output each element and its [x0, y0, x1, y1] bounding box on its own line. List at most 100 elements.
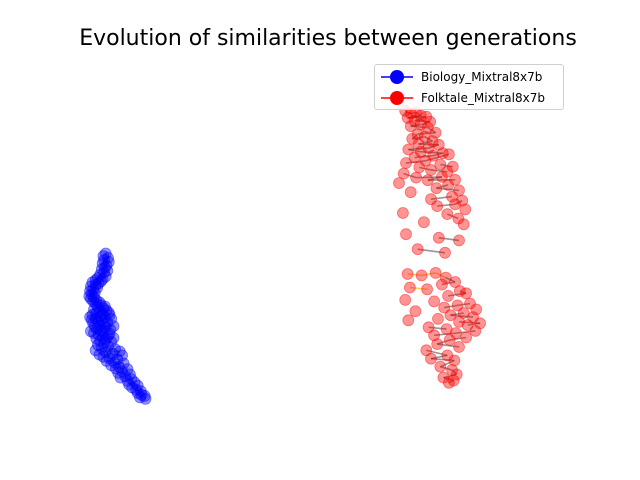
edge	[124, 373, 131, 377]
biology-point	[139, 392, 152, 405]
legend-dot-biology	[390, 70, 404, 84]
edge	[449, 336, 467, 341]
biology-point	[119, 370, 132, 383]
edge	[95, 349, 120, 353]
edge	[88, 293, 93, 297]
edge	[451, 369, 458, 375]
edge	[436, 187, 460, 192]
edge	[97, 319, 103, 323]
biology-point	[97, 250, 110, 263]
edge	[103, 270, 108, 274]
edge	[103, 356, 110, 360]
biology-point	[102, 306, 115, 319]
folktale-point	[448, 354, 461, 367]
folktale-point	[442, 178, 455, 191]
folktale-point	[442, 148, 455, 161]
biology-point	[96, 273, 109, 286]
edge	[127, 378, 132, 382]
edge	[454, 199, 463, 205]
folktale-point	[460, 287, 473, 300]
biology-point	[100, 304, 113, 317]
folktale-point	[422, 142, 435, 155]
biology-point	[104, 323, 117, 336]
edge	[91, 318, 112, 321]
biology-point	[96, 257, 109, 270]
edge	[97, 327, 111, 331]
biology-point	[130, 383, 143, 396]
edge	[96, 312, 103, 315]
edge	[443, 373, 457, 379]
edge	[115, 367, 128, 371]
biology-point	[102, 255, 115, 268]
folktale-point	[402, 143, 415, 156]
edge	[450, 314, 474, 318]
folktale-point	[425, 164, 437, 176]
biology-point	[100, 259, 113, 272]
edge	[100, 339, 112, 343]
folktale-point	[438, 301, 451, 314]
edge	[97, 320, 108, 324]
folktale-point	[400, 157, 412, 169]
edge	[425, 153, 450, 162]
edge	[90, 284, 96, 288]
biology-point	[89, 278, 102, 291]
folktale-point	[453, 234, 465, 247]
folktale-point	[414, 109, 427, 122]
folktale-point	[401, 268, 414, 280]
biology-point	[86, 276, 99, 289]
edge	[412, 135, 425, 140]
folktale-point	[404, 186, 417, 199]
edge	[435, 272, 447, 279]
biology-point	[134, 385, 147, 398]
biology-point	[106, 347, 119, 360]
edge	[102, 252, 107, 257]
edge	[437, 343, 460, 348]
folktale-point	[397, 167, 410, 180]
folktale-point	[449, 173, 462, 186]
edge	[436, 339, 450, 345]
edge	[128, 381, 135, 386]
biology-point	[98, 337, 110, 350]
edge	[131, 386, 137, 391]
biology-point	[105, 359, 118, 372]
folktale-point	[439, 246, 451, 259]
edge	[101, 345, 109, 349]
edge	[421, 272, 436, 277]
folktale-point	[470, 303, 483, 316]
folktale-point	[434, 360, 447, 373]
edge	[99, 273, 106, 278]
biology-point	[89, 344, 102, 357]
folktale-point	[406, 132, 419, 145]
biology-point	[84, 311, 96, 324]
edge	[95, 348, 116, 352]
biology-point	[101, 264, 114, 277]
edge	[139, 396, 146, 400]
edge	[97, 306, 104, 310]
edge	[437, 203, 456, 207]
biology-point	[84, 285, 96, 298]
folktale-point	[428, 329, 441, 342]
legend-label-biology: Biology_Mixtral8x7b	[421, 70, 543, 84]
biology-point	[116, 365, 128, 378]
folktale-point	[436, 147, 449, 160]
biology-point	[87, 283, 100, 296]
folktale-point	[453, 315, 465, 328]
edge	[95, 301, 100, 305]
folktale-point	[431, 338, 444, 351]
folktale-point	[393, 177, 405, 190]
biology-point	[98, 254, 110, 267]
biology-point	[116, 349, 128, 362]
biology-point	[111, 353, 124, 366]
edge	[89, 290, 96, 294]
folktale-point	[401, 111, 414, 124]
edge	[128, 383, 138, 387]
biology-point	[88, 291, 100, 304]
edge	[99, 271, 105, 276]
biology-point	[131, 387, 144, 399]
edge	[118, 372, 130, 376]
biology-point	[102, 340, 114, 353]
folktale-point	[439, 271, 452, 284]
folktale-point	[408, 151, 421, 164]
edge	[416, 176, 442, 179]
folktale-point	[403, 281, 416, 294]
